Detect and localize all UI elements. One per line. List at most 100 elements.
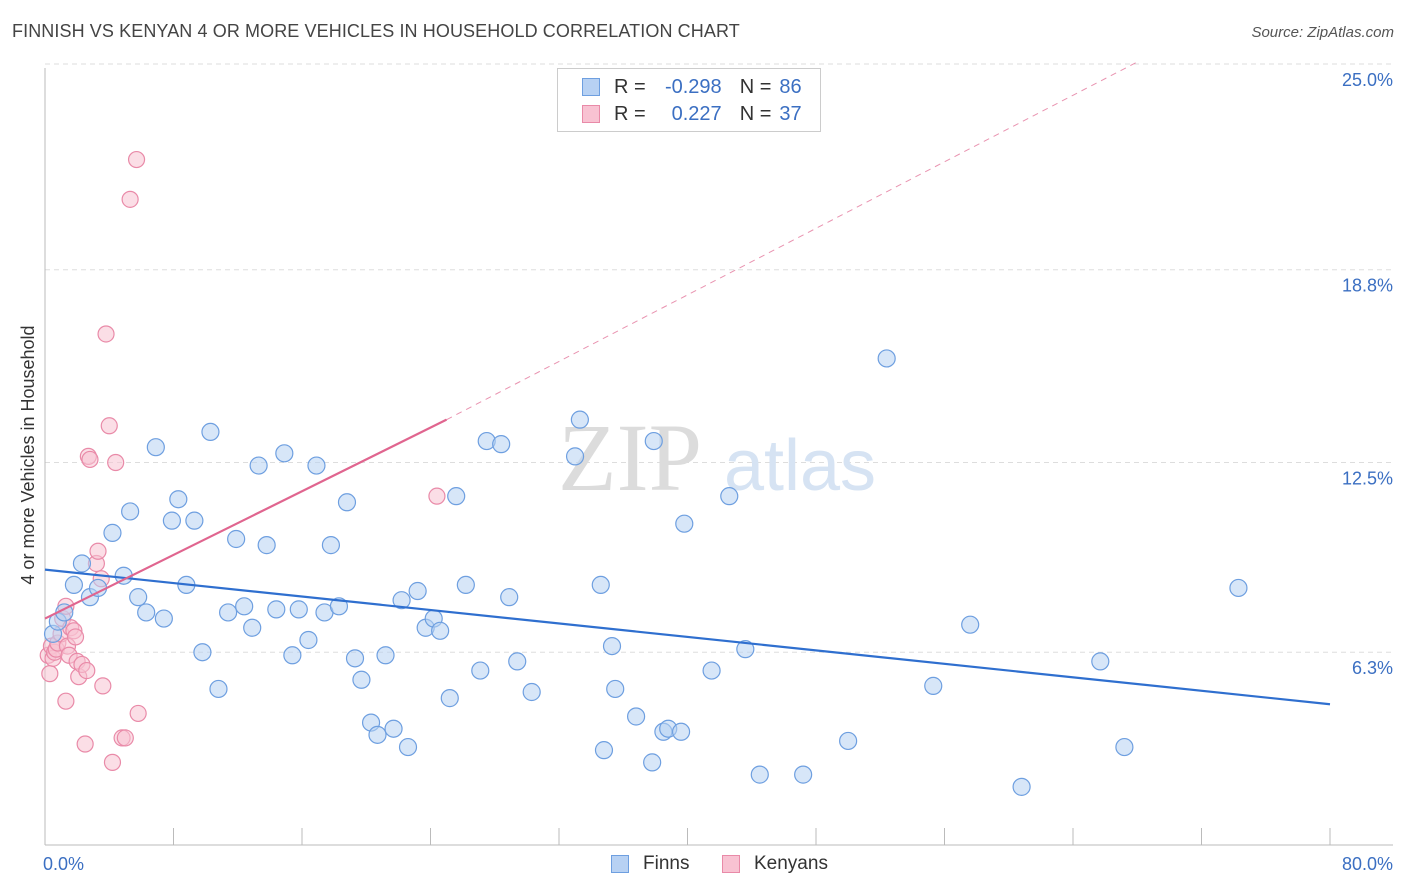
finns-point [644, 431, 663, 451]
finns-point [219, 603, 238, 622]
kenyans-swatch [582, 105, 600, 123]
finns-point [257, 536, 276, 555]
finns-point [961, 615, 980, 634]
finns-point [447, 487, 466, 506]
finns-point [88, 578, 108, 598]
finns-point [275, 444, 294, 463]
finns-point [1229, 578, 1248, 598]
finns-trend-line [44, 568, 1331, 706]
finns-point [384, 719, 403, 738]
n-label: N = [739, 75, 772, 98]
finns-point [146, 438, 165, 457]
legend-row-finns: R = -0.298 N = 86 [582, 74, 802, 100]
trend-layer [44, 61, 1331, 706]
finns-point [1115, 737, 1134, 757]
y-tick-label: 6.3% [1352, 658, 1393, 678]
kenyans-point [107, 453, 125, 472]
finns-point [201, 422, 220, 441]
finns-point [283, 646, 302, 665]
finns-point [408, 581, 427, 601]
kenyans-trend-extension [446, 61, 1138, 421]
r-label: R = [614, 102, 646, 125]
finns-point [209, 679, 228, 699]
finns-point [169, 490, 188, 509]
finns-point [924, 676, 943, 695]
kenyans-points [39, 150, 446, 771]
y-tick-label: 12.5% [1342, 469, 1393, 489]
finns-point [227, 529, 246, 549]
finns-legend-swatch [611, 855, 629, 873]
finns-point [702, 661, 721, 680]
stats-legend: R = -0.298 N = 86 R = 0.227 N = 37 [557, 68, 821, 132]
kenyans-point [121, 190, 139, 208]
finns-point [72, 554, 92, 573]
bottom-legend-finns: Finns [611, 852, 689, 876]
kenyans-point [76, 735, 94, 753]
finns-point [626, 707, 646, 726]
finns-point [456, 575, 475, 595]
kenyans-point [428, 487, 446, 505]
finns-point [794, 765, 813, 784]
finns-point [352, 670, 371, 689]
finns-point [1091, 652, 1110, 671]
kenyans-legend-label: Kenyans [754, 853, 828, 874]
finns-point [594, 741, 614, 760]
finns-point [321, 536, 341, 555]
finns-point [249, 456, 268, 475]
watermark-atlas: atlas [724, 426, 876, 506]
axis-layer [44, 68, 1393, 846]
kenyans-trend-line [44, 418, 448, 620]
r-value: -0.298 [664, 75, 722, 98]
kenyans-point [41, 665, 59, 683]
finns-point [243, 618, 262, 637]
finns-point [368, 725, 387, 744]
x-tick-label: 0.0% [43, 854, 84, 874]
finns-point [440, 689, 459, 708]
r-value: 0.227 [671, 102, 722, 125]
finns-point [337, 493, 357, 512]
finns-point [606, 679, 625, 699]
finns-point [376, 646, 395, 665]
kenyans-legend-swatch [722, 855, 740, 873]
finns-point [154, 609, 173, 628]
finns-point [392, 591, 411, 610]
finns-point [602, 636, 622, 656]
r-label: R = [614, 75, 646, 98]
y-tick-label: 18.8% [1342, 276, 1393, 296]
finns-swatch [582, 78, 600, 96]
finns-legend-label: Finns [643, 853, 690, 874]
finns-point [508, 652, 527, 671]
finns-point [570, 410, 589, 429]
finns-point [877, 349, 896, 368]
source-label: Source: ZipAtlas.com [1251, 24, 1394, 41]
finns-point [675, 514, 694, 533]
kenyans-point [103, 753, 122, 771]
finns-point [185, 511, 204, 530]
kenyans-point [97, 325, 115, 343]
kenyans-point [127, 150, 146, 169]
finns-point [345, 649, 365, 668]
finns-point [398, 737, 418, 757]
y-axis-title: 4 or more Vehicles in Household [18, 325, 38, 584]
kenyans-point [94, 677, 112, 695]
finns-point [162, 511, 181, 530]
finns-point [329, 597, 349, 616]
x-tick-label: 80.0% [1342, 854, 1393, 874]
finns-point [289, 600, 308, 619]
finns-point [129, 588, 148, 607]
kenyans-point [89, 542, 107, 560]
kenyans-point [129, 704, 147, 723]
finns-point [720, 487, 739, 506]
kenyans-point [66, 628, 85, 646]
finns-point [643, 753, 662, 772]
kenyans-point [78, 661, 96, 680]
chart-title: FINNISH VS KENYAN 4 OR MORE VEHICLES IN … [12, 21, 740, 41]
finns-point [671, 722, 691, 741]
finns-point [492, 435, 511, 454]
finns-point [267, 600, 286, 619]
kenyans-point [57, 692, 75, 710]
finns-point [522, 682, 541, 702]
finns-point [591, 575, 610, 595]
finns-point [235, 597, 254, 616]
finns-point [299, 630, 318, 650]
